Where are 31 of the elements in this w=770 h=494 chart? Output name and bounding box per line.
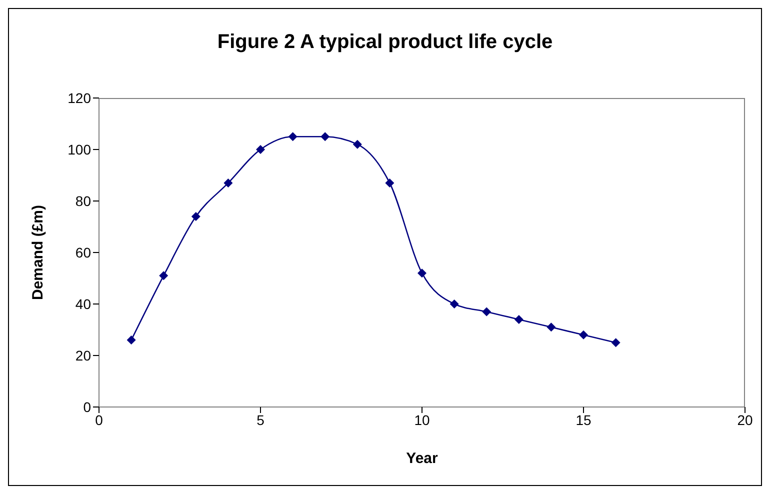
- point: [450, 300, 459, 308]
- y-tick-label: 40: [75, 296, 92, 312]
- y-tick-label: 80: [75, 192, 92, 209]
- y-tick-label: 0: [83, 398, 92, 415]
- y-axis-title: Demand (£m): [29, 204, 46, 300]
- point: [320, 132, 330, 142]
- x-tick-label: 15: [576, 412, 592, 428]
- x-tick-label: 0: [95, 412, 104, 428]
- y-tick-label: 20: [75, 347, 92, 364]
- point: [224, 178, 233, 188]
- point: [514, 314, 524, 324]
- point: [256, 145, 265, 154]
- point: [579, 330, 588, 340]
- point: [482, 307, 492, 316]
- y-tick-label: 120: [68, 90, 92, 106]
- x-axis-title: Year: [406, 450, 438, 467]
- point: [418, 268, 426, 278]
- point: [126, 336, 136, 345]
- point: [288, 132, 298, 142]
- chart-title: Figure 2 A typical product life cycle: [216, 31, 554, 54]
- point: [159, 271, 168, 280]
- point: [352, 140, 362, 149]
- point: [385, 178, 394, 188]
- y-tick-label: 100: [68, 141, 92, 158]
- x-tick-label: 20: [737, 412, 753, 428]
- point: [191, 212, 200, 221]
- x-tick-label: 5: [256, 412, 265, 428]
- x-tick-label: 10: [414, 412, 430, 428]
- y-tick-label: 60: [75, 244, 92, 260]
- point: [546, 322, 556, 332]
- point: [611, 338, 620, 348]
